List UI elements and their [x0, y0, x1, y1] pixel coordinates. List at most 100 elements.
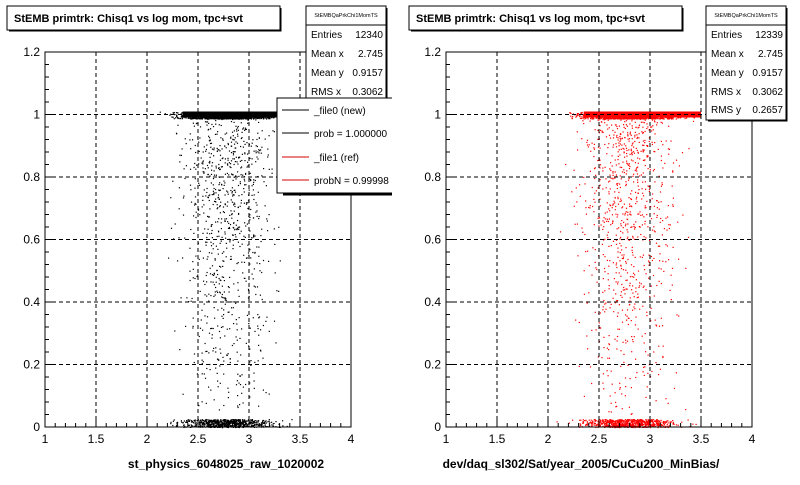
data-point: [192, 327, 193, 328]
data-point: [247, 208, 248, 209]
data-point: [221, 241, 222, 242]
data-point: [204, 424, 205, 425]
data-point: [256, 425, 257, 426]
data-point: [211, 253, 212, 254]
data-point: [575, 117, 576, 118]
data-point: [252, 274, 253, 275]
data-point: [223, 140, 224, 141]
data-point: [236, 263, 237, 264]
data-point: [583, 419, 584, 420]
data-point: [278, 291, 279, 292]
data-point: [227, 388, 228, 389]
data-point: [239, 246, 240, 247]
data-point: [245, 423, 246, 424]
data-point: [233, 227, 234, 228]
data-point: [282, 425, 283, 426]
left-stats-entries-value: 12340: [355, 30, 383, 41]
data-point: [246, 204, 247, 205]
data-point: [267, 220, 268, 221]
data-point: [232, 158, 233, 159]
data-point: [265, 205, 266, 206]
data-point: [238, 407, 239, 408]
data-point: [242, 419, 243, 420]
x-tick-label: 4: [348, 432, 355, 446]
data-point: [234, 130, 235, 131]
data-point: [215, 118, 216, 119]
data-point: [252, 422, 253, 423]
data-point: [243, 147, 244, 148]
data-point: [212, 350, 213, 351]
data-point: [203, 213, 204, 214]
data-point: [591, 118, 592, 119]
data-point: [238, 214, 239, 215]
data-point: [203, 361, 204, 362]
data-point: [199, 259, 200, 260]
data-point: [223, 423, 224, 424]
data-point: [231, 422, 232, 423]
left-title-box: StEMB primtrk: Chisq1 vs log mom, tpc+sv…: [7, 6, 282, 32]
data-point: [231, 121, 232, 122]
y-tick-label: 0.2: [23, 358, 40, 372]
data-point: [668, 118, 669, 119]
data-point: [262, 115, 263, 116]
data-point: [230, 423, 231, 424]
data-point: [220, 212, 221, 213]
data-point: [214, 170, 215, 171]
data-point: [207, 259, 208, 260]
x-tick-label: 1.5: [88, 432, 105, 446]
data-point: [577, 115, 578, 116]
data-point: [237, 228, 238, 229]
data-point: [211, 226, 212, 227]
data-point: [239, 404, 240, 405]
data-point: [234, 425, 235, 426]
data-point: [257, 286, 258, 287]
data-point: [252, 195, 253, 196]
data-point: [258, 218, 259, 219]
data-point: [206, 242, 207, 243]
data-point: [202, 233, 203, 234]
data-point: [220, 292, 221, 293]
data-point: [242, 244, 243, 245]
data-point: [251, 146, 252, 147]
data-point: [225, 299, 226, 300]
data-point: [199, 424, 200, 425]
legend-label-probn: probN = 0.99998: [314, 176, 389, 187]
data-point: [242, 175, 243, 176]
data-point: [231, 160, 232, 161]
data-point: [245, 118, 246, 119]
data-point: [203, 172, 204, 173]
left-stats-meanx-value: 2.745: [358, 49, 383, 60]
data-point: [274, 321, 275, 322]
data-point: [570, 116, 571, 117]
data-point: [233, 154, 234, 155]
data-point: [258, 345, 259, 346]
data-point: [206, 192, 207, 193]
data-point: [193, 277, 194, 278]
data-point: [205, 378, 206, 379]
data-point: [239, 233, 240, 234]
data-point: [235, 141, 236, 142]
data-point: [209, 423, 210, 424]
data-point: [236, 131, 237, 132]
data-point: [192, 139, 193, 140]
data-point: [220, 280, 221, 281]
data-point: [246, 281, 247, 282]
data-point: [263, 390, 264, 391]
data-point: [202, 167, 203, 168]
data-point: [663, 421, 664, 422]
data-point: [685, 118, 686, 119]
data-point: [235, 303, 236, 304]
data-point: [232, 191, 233, 192]
data-point: [636, 118, 637, 119]
data-point: [251, 237, 252, 238]
data-point: [240, 375, 241, 376]
data-point: [217, 151, 218, 152]
data-point: [222, 253, 223, 254]
data-point: [203, 422, 204, 423]
data-point: [193, 215, 194, 216]
data-point: [614, 425, 615, 426]
data-point: [190, 189, 191, 190]
data-point: [220, 160, 221, 161]
data-point: [223, 251, 224, 252]
